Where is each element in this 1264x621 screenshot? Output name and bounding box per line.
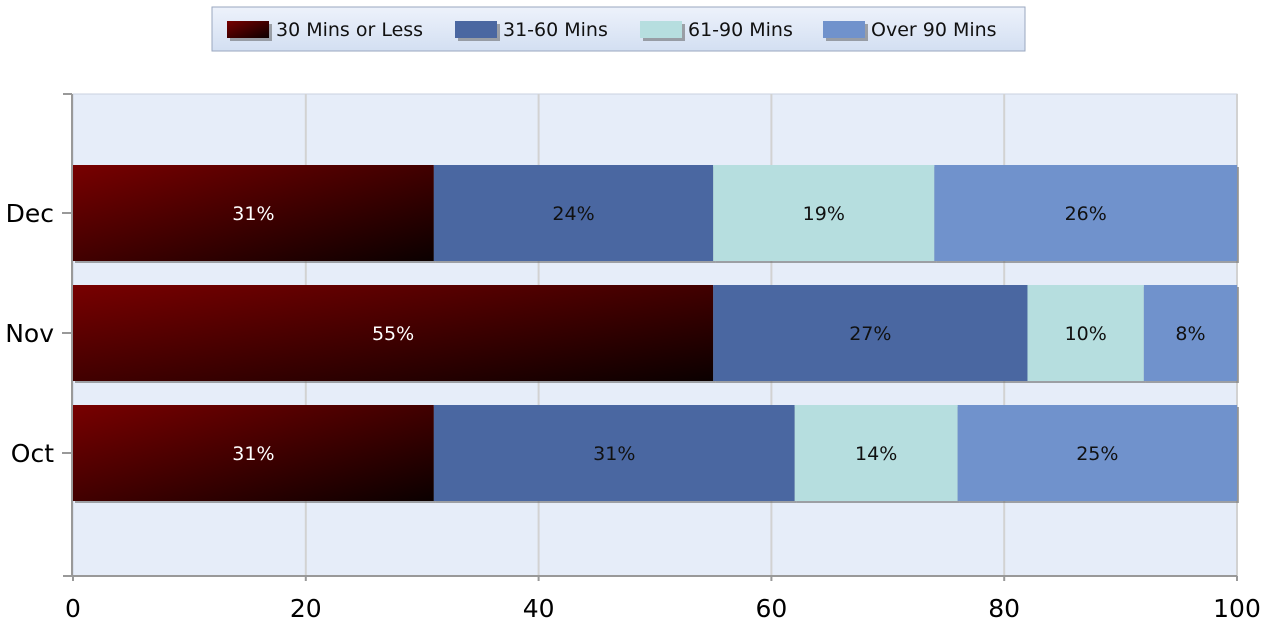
bar-dec-31-60-mins: [433, 165, 714, 261]
x-tick-label-40: 40: [523, 594, 555, 621]
bars: [73, 165, 1239, 503]
bar-dec-61-90-mins: [713, 165, 935, 261]
legend-label-over-90-mins: Over 90 Mins: [871, 19, 997, 41]
data-label-dec-31-60-mins: 24%: [552, 203, 594, 225]
data-label-nov-over-90-mins: 8%: [1175, 323, 1205, 345]
data-label-oct-61-90-mins: 14%: [855, 443, 897, 465]
data-label-oct-31-60-mins: 31%: [593, 443, 635, 465]
bar-nov-61-90-mins: [1027, 285, 1144, 381]
bar-dec-over-90-mins: [934, 165, 1237, 261]
data-labels: 31% 24% 19% 26% 55% 27% 10% 8% 31% 31% 14% 25%: [232, 203, 1205, 465]
y-tick-label-nov: Nov: [5, 319, 54, 348]
x-tick-label-60: 60: [755, 594, 787, 621]
legend-swatch-30-mins-or-less: [227, 21, 269, 38]
x-tick-label-0: 0: [65, 594, 81, 621]
legend-label-31-60-mins: 31-60 Mins: [503, 19, 608, 41]
bar-oct-61-90-mins: [794, 405, 958, 501]
data-label-dec-30-mins-or-less: 31%: [232, 203, 274, 225]
y-tick-label-dec: Dec: [6, 199, 54, 228]
data-label-oct-over-90-mins: 25%: [1076, 443, 1118, 465]
data-label-oct-30-mins-or-less: 31%: [232, 443, 274, 465]
bar-dec-30-mins-or-less: [73, 165, 434, 261]
bar-nov-31-60-mins: [713, 285, 1028, 381]
legend-swatch-over-90-mins: [823, 21, 865, 38]
bar-oct-30-mins-or-less: [73, 405, 434, 501]
data-label-dec-61-90-mins: 19%: [803, 203, 845, 225]
bar-oct-31-60-mins: [433, 405, 795, 501]
y-tick-label-oct: Oct: [11, 439, 54, 468]
data-label-nov-31-60-mins: 27%: [849, 323, 891, 345]
data-label-nov-30-mins-or-less: 55%: [372, 323, 414, 345]
data-label-dec-over-90-mins: 26%: [1065, 203, 1107, 225]
legend-swatch-61-90-mins: [640, 21, 682, 38]
legend-box: [211, 6, 1026, 52]
legend-label-61-90-mins: 61-90 Mins: [688, 19, 793, 41]
bar-oct-over-90-mins: [957, 405, 1237, 501]
x-tick-label-100: 100: [1213, 594, 1261, 621]
bar-nov-30-mins-or-less: [73, 285, 714, 381]
legend-swatch-31-60-mins: [455, 21, 497, 38]
legend-label-30-mins-or-less: 30 Mins or Less: [276, 19, 423, 41]
bar-nov-over-90-mins: [1143, 285, 1237, 381]
x-tick-label-80: 80: [988, 594, 1020, 621]
legend: 30 Mins or Less 31-60 Mins 61-90 Mins Over …: [211, 6, 1026, 52]
data-label-nov-61-90-mins: 10%: [1065, 323, 1107, 345]
axes: 0 20 40 60 80 100 Dec Nov Oct: [5, 93, 1261, 621]
x-tick-label-20: 20: [290, 594, 322, 621]
